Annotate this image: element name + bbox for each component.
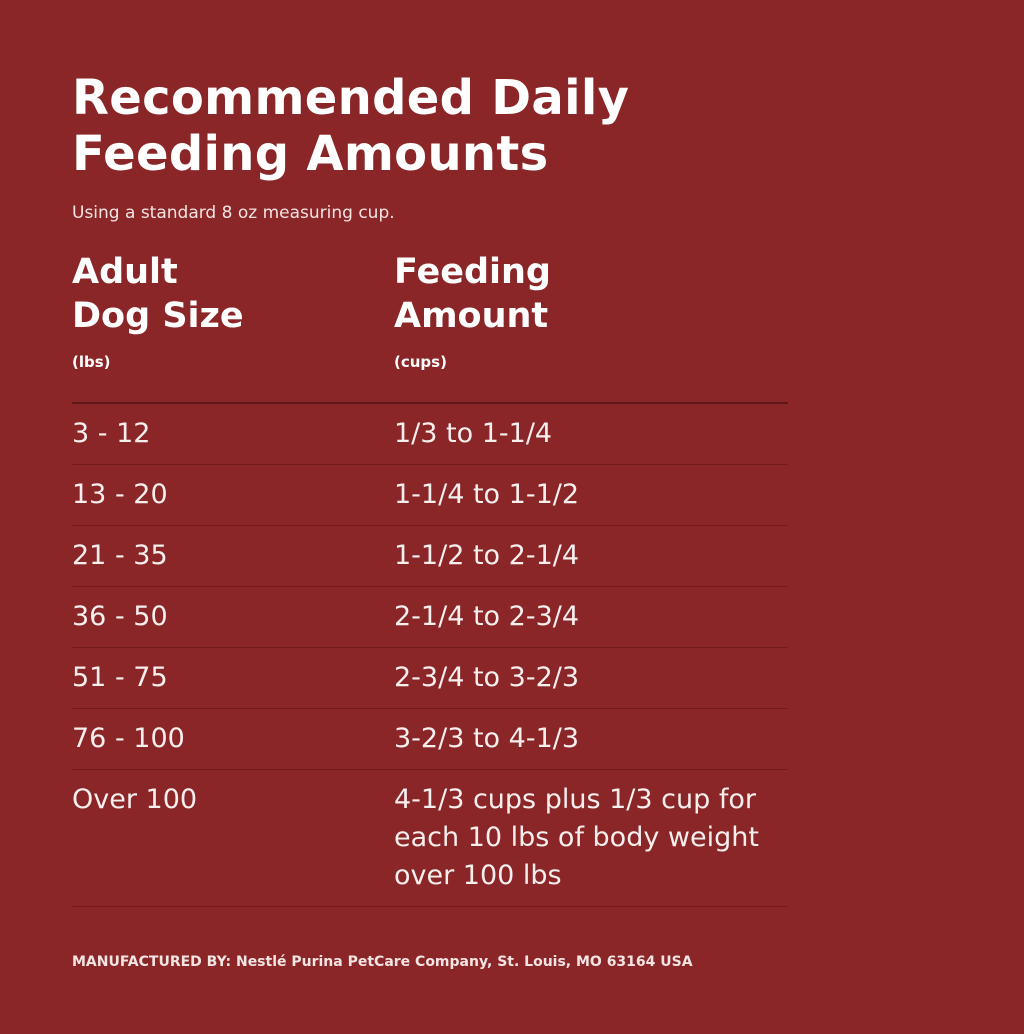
feeding-amount-cell: 1-1/4 to 1-1/2 <box>394 479 580 510</box>
table-row: 21 - 35 1-1/2 to 2-1/4 <box>72 526 788 587</box>
column-header-line-2: Amount <box>394 296 549 336</box>
column-unit: (cups) <box>394 353 447 371</box>
title-line-1: Recommended Daily <box>72 70 630 126</box>
column-header-line-1: Feeding <box>394 252 551 292</box>
feeding-amount-cell: 2-1/4 to 2-3/4 <box>394 601 580 632</box>
feeding-amount-cell: 1-1/2 to 2-1/4 <box>394 540 580 571</box>
subtitle: Using a standard 8 oz measuring cup. <box>72 203 395 223</box>
dog-size-cell: 3 - 12 <box>72 418 151 449</box>
feeding-amount-cell: 3-2/3 to 4-1/3 <box>394 723 580 754</box>
title-line-2: Feeding Amounts <box>72 126 549 182</box>
feeding-panel: Recommended Daily Feeding Amounts Using … <box>72 70 788 907</box>
dog-size-cell: 51 - 75 <box>72 662 168 693</box>
table-row: 13 - 20 1-1/4 to 1-1/2 <box>72 465 788 526</box>
column-header-feeding-amount: Feeding Amount (cups) <box>394 250 716 372</box>
dog-size-cell: 36 - 50 <box>72 601 168 632</box>
dog-size-cell: 13 - 20 <box>72 479 168 510</box>
table-row: 36 - 50 2-1/4 to 2-3/4 <box>72 587 788 648</box>
feeding-amount-cell: 1/3 to 1-1/4 <box>394 418 553 449</box>
table-row: 3 - 12 1/3 to 1-1/4 <box>72 404 788 465</box>
feeding-amount-cell: 4-1/3 cups plus 1/3 cup for each 10 lbs … <box>394 784 759 891</box>
dog-size-cell: 76 - 100 <box>72 723 185 754</box>
table-row: 76 - 100 3-2/3 to 4-1/3 <box>72 709 788 770</box>
table-row: Over 100 4-1/3 cups plus 1/3 cup for eac… <box>72 770 788 907</box>
table-row: 51 - 75 2-3/4 to 3-2/3 <box>72 648 788 709</box>
manufacturer-footer: MANUFACTURED BY: Nestlé Purina PetCare C… <box>72 954 693 970</box>
column-unit: (lbs) <box>72 353 111 371</box>
column-header-line-1: Adult <box>72 252 178 292</box>
dog-size-cell: 21 - 35 <box>72 540 168 571</box>
feeding-table: 3 - 12 1/3 to 1-1/4 13 - 20 1-1/4 to 1-1… <box>72 402 788 907</box>
column-header-dog-size: Adult Dog Size (lbs) <box>72 250 394 372</box>
dog-size-cell: Over 100 <box>72 784 198 815</box>
column-header-line-2: Dog Size <box>72 296 244 336</box>
page-title: Recommended Daily Feeding Amounts <box>72 70 788 182</box>
column-headers: Adult Dog Size (lbs) Feeding Amount (cup… <box>72 250 788 372</box>
feeding-amount-cell: 2-3/4 to 3-2/3 <box>394 662 580 693</box>
